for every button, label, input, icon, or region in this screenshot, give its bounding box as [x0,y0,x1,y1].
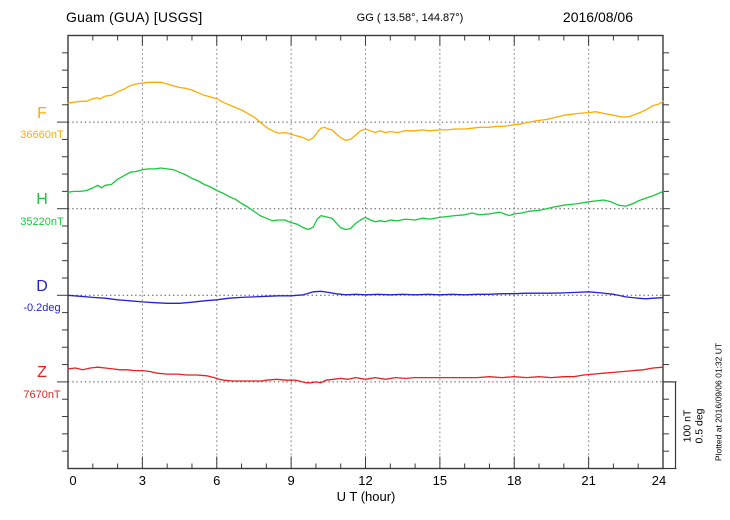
plot-date: 2016/08/06 [562,9,633,25]
trace-f [67,81,664,141]
channel-label-d: D [36,278,48,295]
x-tick-label: 0 [69,473,77,488]
x-tick-label: 15 [432,473,448,488]
trace-h [67,167,664,231]
channel-label-f: F [37,105,47,122]
channel-label-h: H [36,191,48,208]
x-axis-title: U T (hour) [336,489,396,504]
channel-label-z: Z [37,364,47,381]
trace-d [67,290,664,304]
scale-label-nt: 100 nT [681,409,694,443]
x-tick-label: 6 [213,473,221,488]
x-tick-label: 24 [651,473,667,488]
baseline-value-d: -0.2deg [23,302,61,314]
x-tick-label: 12 [358,473,373,488]
x-tick-label: 21 [581,473,596,488]
x-tick-label: 18 [507,473,522,488]
x-tick-label: 3 [138,473,146,488]
baseline-value-z: 7670nT [23,389,61,401]
baseline-value-h: 35220nT [20,216,64,228]
scale-label-deg: 0.5 deg [693,408,705,444]
station-coords: GG ( 13.58°, 144.87°) [356,12,464,24]
baseline-value-f: 36660nT [20,129,64,141]
plotted-timestamp: Plotted at 2016/09/06 01:32 UT [713,342,724,462]
x-tick-label: 9 [287,473,295,488]
station-title: Guam (GUA) [USGS] [66,9,203,25]
trace-z [67,366,664,384]
